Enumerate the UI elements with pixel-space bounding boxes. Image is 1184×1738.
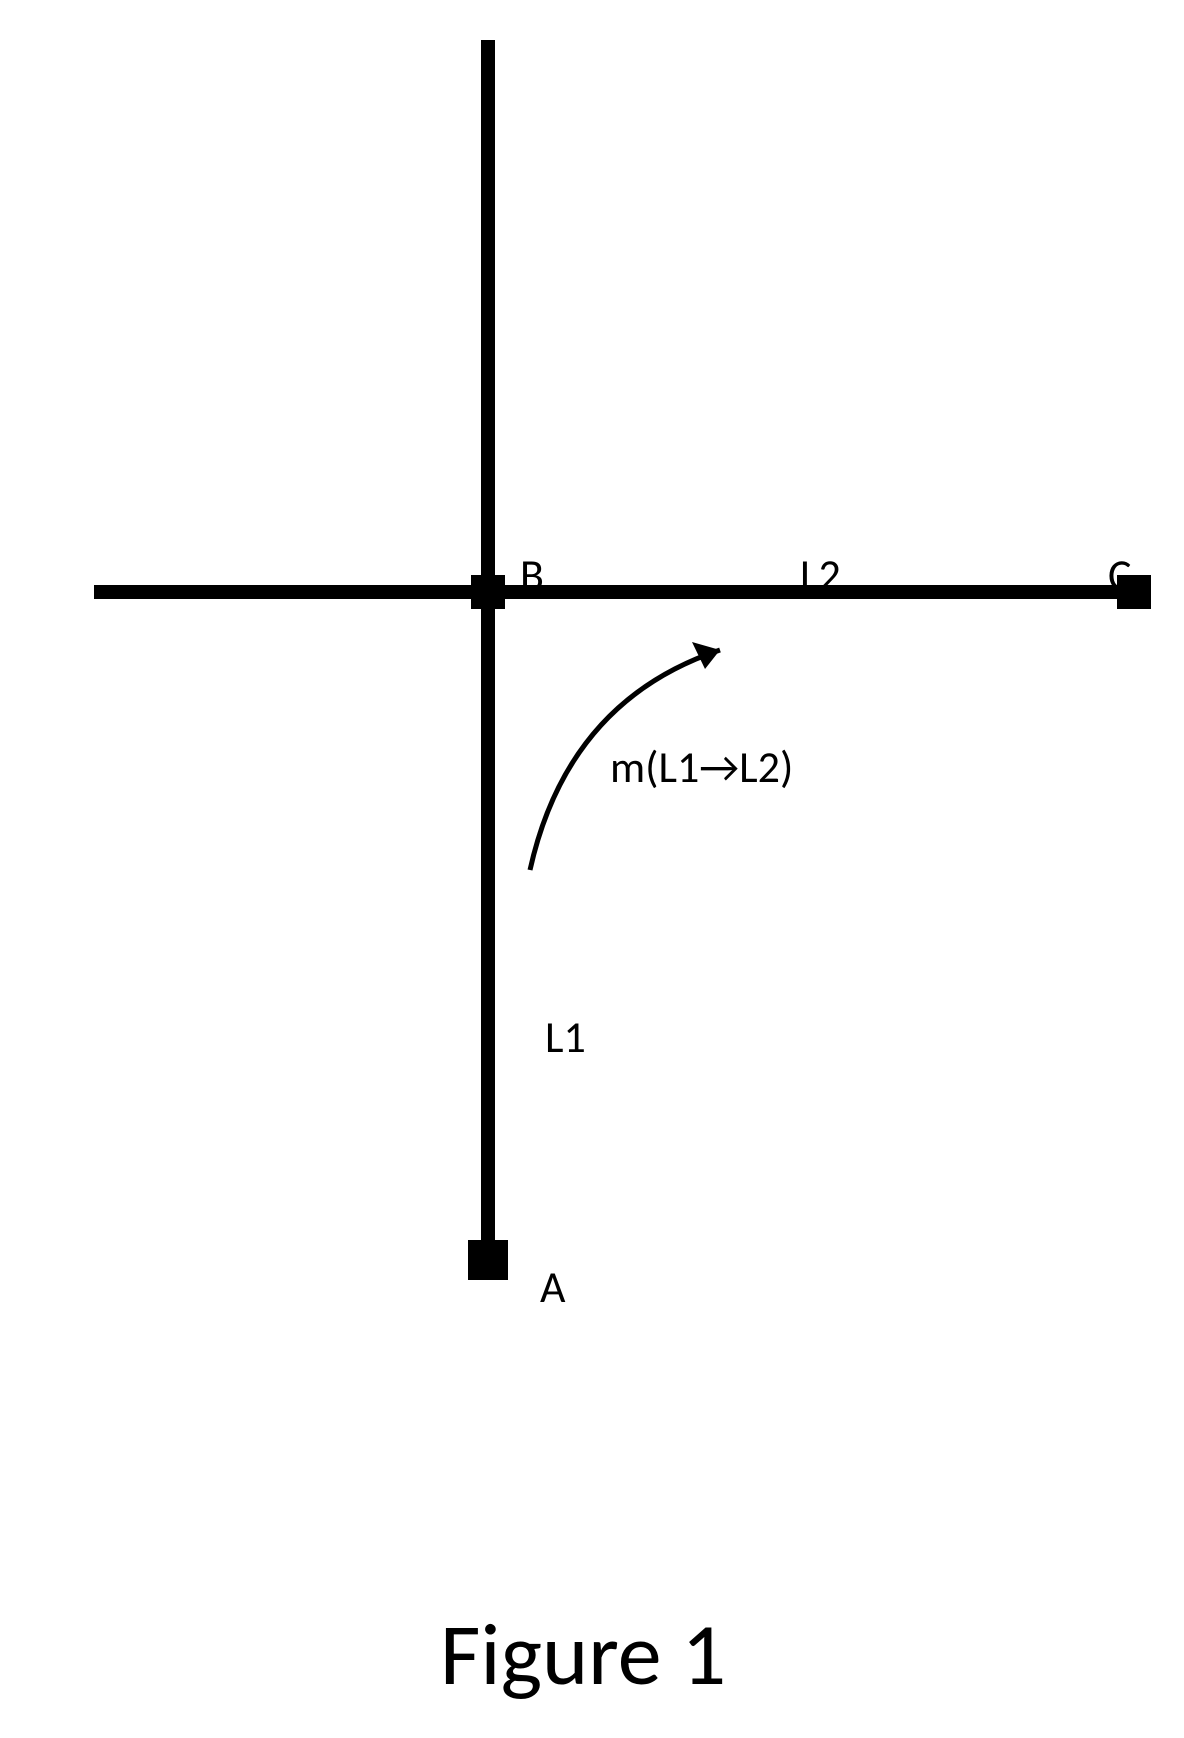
maneuver-arrowhead [692, 642, 720, 669]
diagram-svg [0, 0, 1184, 1738]
figure-caption: Figure 1 [440, 1600, 726, 1708]
maneuver-prefix: m(L1 [610, 740, 699, 794]
maneuver-suffix: L2) [739, 740, 793, 794]
node-a-marker [468, 1240, 508, 1280]
node-a-label: A [540, 1260, 565, 1314]
right-arrow-icon: → [699, 740, 739, 794]
figure-canvas: B C A L1 L2 m(L1→L2) Figure 1 [0, 0, 1184, 1738]
maneuver-notation: m(L1→L2) [610, 740, 793, 794]
edge-l1-label: L1 [545, 1010, 586, 1064]
node-b-label: B [520, 548, 544, 602]
node-b-marker [471, 575, 505, 609]
node-c-label: C [1108, 548, 1131, 602]
edge-l2-label: L2 [800, 548, 841, 602]
